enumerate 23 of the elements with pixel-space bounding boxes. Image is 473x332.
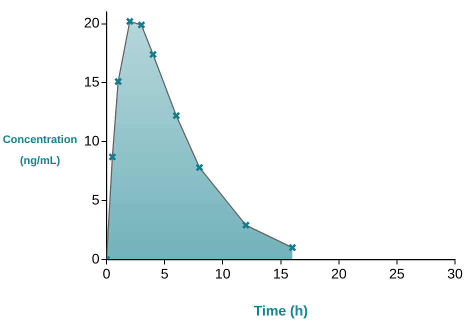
point — [172, 112, 180, 120]
x-tick-label: 5 — [160, 266, 169, 282]
x-tick-label: 0 — [102, 266, 111, 282]
y-tick-label: 10 — [84, 132, 100, 148]
y-axis-title: Concentration (ng/mL) — [2, 133, 78, 169]
y-tick-label: 0 — [92, 250, 100, 266]
x-tick-label: 20 — [331, 266, 347, 282]
point — [148, 50, 158, 58]
y-tick-label: 15 — [84, 74, 100, 90]
x-tick-label: 10 — [214, 266, 231, 282]
point — [108, 152, 116, 161]
x-tick-label: 25 — [389, 266, 405, 282]
point — [137, 20, 146, 30]
point — [114, 77, 122, 86]
point — [242, 221, 250, 230]
x-tick-label: 30 — [447, 266, 463, 282]
point — [195, 163, 204, 172]
y-tick-label: 5 — [92, 191, 100, 208]
x-tick-label: 15 — [272, 266, 289, 282]
point — [126, 17, 134, 26]
y-tick-label: 20 — [84, 14, 100, 31]
point — [288, 244, 296, 252]
x-axis-title: Time (h) — [254, 302, 308, 318]
